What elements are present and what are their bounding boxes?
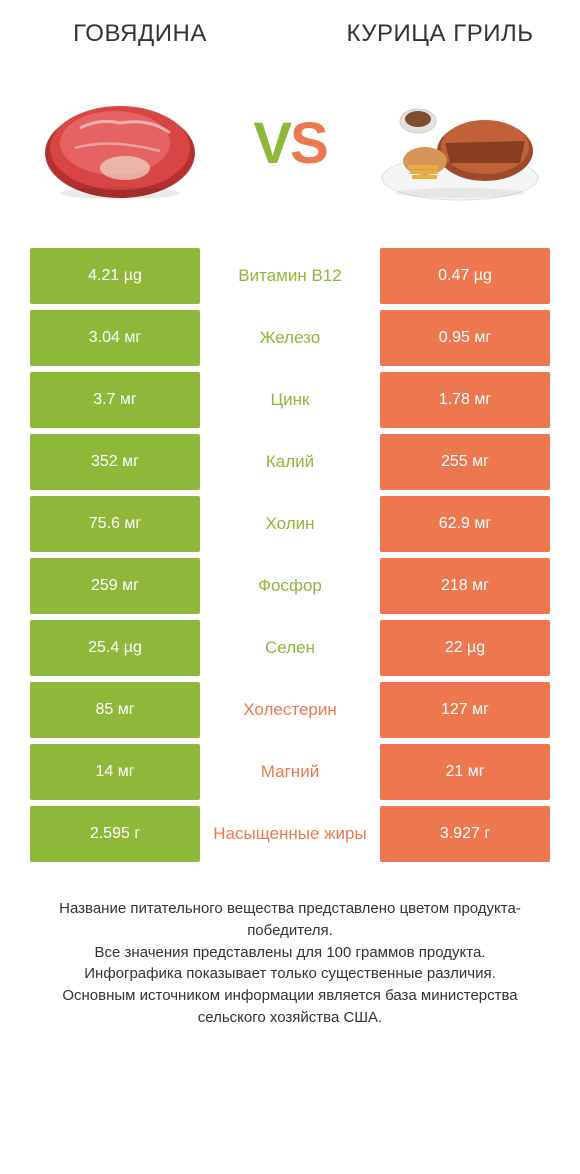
footer-line: Название питательного вещества представл… (30, 898, 550, 942)
left-value: 85 мг (30, 682, 200, 738)
comparison-table: 4.21 µgВитамин B120.47 µg 3.04 мгЖелезо0.… (0, 248, 580, 862)
nutrient-label: Магний (200, 744, 380, 800)
right-value: 0.95 мг (380, 310, 550, 366)
right-value: 21 мг (380, 744, 550, 800)
nutrient-label: Цинк (200, 372, 380, 428)
footer-line: Инфографика показывает только существенн… (30, 963, 550, 985)
nutrient-label: Насыщенные жиры (200, 806, 380, 862)
vs-label: VS (253, 110, 326, 177)
right-value: 218 мг (380, 558, 550, 614)
table-row: 4.21 µgВитамин B120.47 µg (30, 248, 550, 304)
beef-image (30, 73, 210, 213)
right-value: 62.9 мг (380, 496, 550, 552)
table-row: 3.7 мгЦинк1.78 мг (30, 372, 550, 428)
header: ГОВЯДИНА КУРИЦА ГРИЛЬ (0, 0, 580, 58)
left-product-title: ГОВЯДИНА (40, 20, 240, 48)
nutrient-label: Калий (200, 434, 380, 490)
vs-s: S (290, 111, 327, 176)
table-row: 2.595 гНасыщенные жиры3.927 г (30, 806, 550, 862)
left-value: 3.7 мг (30, 372, 200, 428)
table-row: 75.6 мгХолин62.9 мг (30, 496, 550, 552)
nutrient-label: Витамин B12 (200, 248, 380, 304)
table-row: 85 мгХолестерин127 мг (30, 682, 550, 738)
left-value: 75.6 мг (30, 496, 200, 552)
left-value: 25.4 µg (30, 620, 200, 676)
right-value: 255 мг (380, 434, 550, 490)
left-value: 352 мг (30, 434, 200, 490)
chicken-icon (370, 73, 550, 213)
left-value: 14 мг (30, 744, 200, 800)
right-value: 1.78 мг (380, 372, 550, 428)
nutrient-label: Фосфор (200, 558, 380, 614)
left-value: 259 мг (30, 558, 200, 614)
table-row: 352 мгКалий255 мг (30, 434, 550, 490)
left-value: 3.04 мг (30, 310, 200, 366)
right-value: 3.927 г (380, 806, 550, 862)
table-row: 25.4 µgСелен22 µg (30, 620, 550, 676)
table-row: 259 мгФосфор218 мг (30, 558, 550, 614)
chicken-image (370, 73, 550, 213)
nutrient-label: Селен (200, 620, 380, 676)
right-value: 22 µg (380, 620, 550, 676)
left-value: 4.21 µg (30, 248, 200, 304)
footer-line: Основным источником информации является … (30, 985, 550, 1029)
footer-line: Все значения представлены для 100 граммо… (30, 942, 550, 964)
right-value: 0.47 µg (380, 248, 550, 304)
nutrient-label: Железо (200, 310, 380, 366)
footer-notes: Название питательного вещества представл… (0, 868, 580, 1029)
table-row: 14 мгМагний21 мг (30, 744, 550, 800)
nutrient-label: Холин (200, 496, 380, 552)
vs-v: V (253, 111, 290, 176)
left-value: 2.595 г (30, 806, 200, 862)
vs-section: VS (0, 58, 580, 248)
beef-icon (30, 73, 210, 213)
table-row: 3.04 мгЖелезо0.95 мг (30, 310, 550, 366)
right-product-title: КУРИЦА ГРИЛЬ (340, 20, 540, 48)
right-value: 127 мг (380, 682, 550, 738)
nutrient-label: Холестерин (200, 682, 380, 738)
